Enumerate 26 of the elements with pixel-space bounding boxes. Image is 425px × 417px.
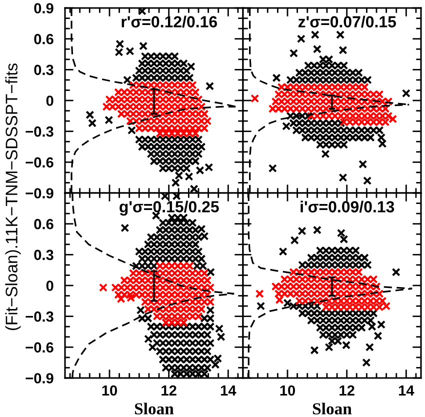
annotation: g'σ=0.15/0.25 [120,200,219,216]
y-tick-label: 0.9 [34,3,54,14]
x-tick-label: 12 [340,385,354,396]
y-tick-label: −0.9 [26,373,54,384]
y-axis-title: (Fit−Sloan).11K−TNM−SDSSPT−fits [5,63,21,330]
y-tick-label: −0.3 [26,311,54,322]
y-tick-label: 0 [46,96,54,106]
x-tick-label: 10 [102,385,118,396]
x-tick-label: 14 [220,385,236,396]
x-tick-label: 12 [162,385,176,396]
x-tick-label: 14 [398,385,414,396]
y-tick-label: 0.3 [34,250,54,260]
annotation: r'σ=0.12/0.16 [122,16,217,28]
x-tick-label: 10 [280,385,296,396]
y-tick-label: −0.6 [26,157,54,168]
y-tick-label: −0.6 [26,342,54,353]
y-tick-label: 0 [46,280,54,291]
x-axis-title: Sloan [134,402,174,414]
annotation: i'σ=0.09/0.13 [300,200,394,213]
y-tick-label: −0.3 [26,126,54,137]
y-tick-label: 0.3 [34,64,54,76]
y-tick-label: −0.9 [26,188,54,198]
annotation: z'σ=0.07/0.15 [298,16,396,28]
y-tick-label: 0.6 [34,218,54,230]
x-axis-title: Sloan [312,402,352,414]
y-tick-label: 0.6 [34,34,54,44]
